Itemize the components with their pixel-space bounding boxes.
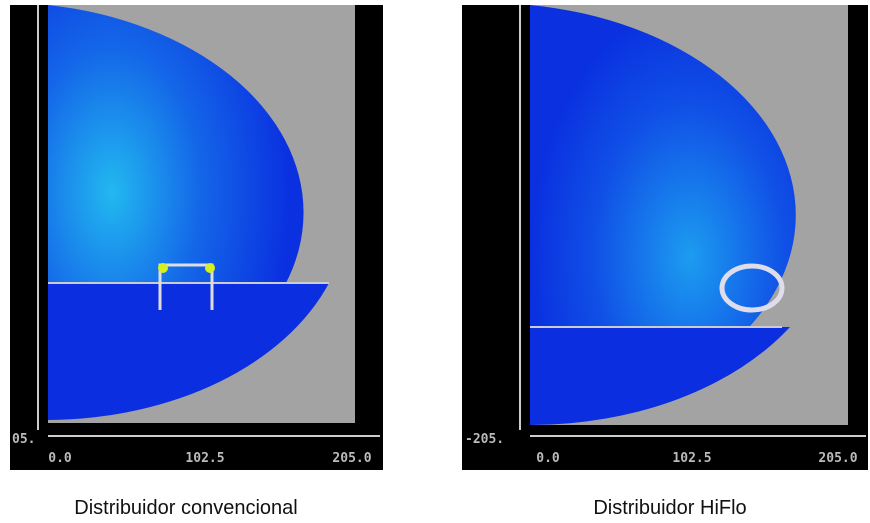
x-tick-label: 0.0 [536, 451, 560, 466]
velocity-field [530, 5, 796, 425]
hotspot [205, 263, 215, 273]
x-tick-label: 102.5 [185, 451, 224, 466]
caption: Distribuidor HiFlo [593, 497, 746, 519]
y-tick-label: -205. [465, 432, 504, 447]
y-tick-label: 05. [12, 432, 35, 447]
panel-left: 05. 0.0 102.5 205.0 [10, 5, 383, 470]
panel-right: -205. 0.0 102.5 205.0 [462, 5, 868, 470]
caption: Distribuidor convencional [74, 497, 297, 519]
hotspot [158, 263, 168, 273]
lower-region [530, 327, 790, 426]
distributor-ring [719, 263, 785, 313]
distributor [158, 263, 214, 310]
x-tick-label: 205.0 [818, 451, 857, 466]
x-tick-label: 205.0 [332, 451, 371, 466]
x-tick-label: 0.0 [48, 451, 72, 466]
lower-region [48, 283, 329, 420]
x-tick-label: 102.5 [672, 451, 711, 466]
